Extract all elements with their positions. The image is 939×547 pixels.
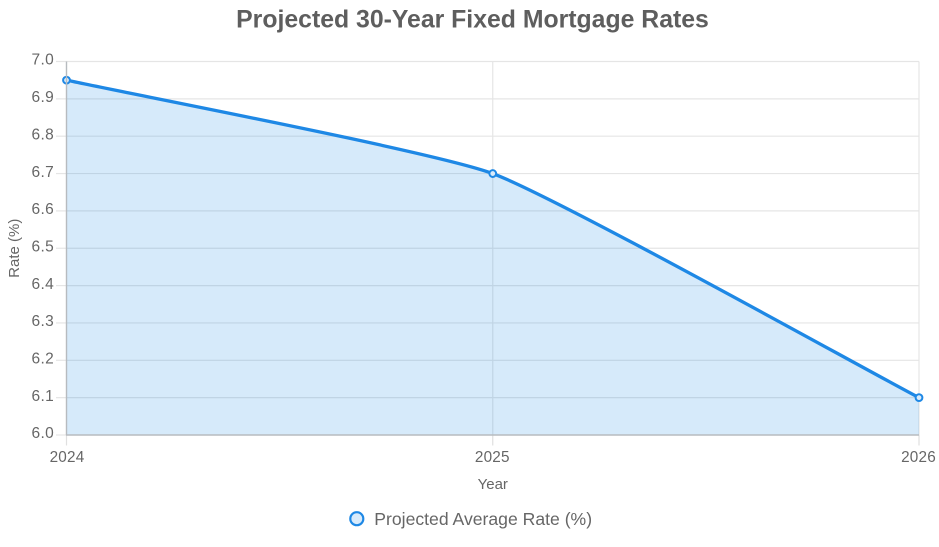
svg-text:2025: 2025: [475, 449, 510, 466]
svg-text:6.1: 6.1: [32, 388, 54, 405]
svg-text:Projected Average Rate (%): Projected Average Rate (%): [374, 509, 592, 529]
svg-text:6.5: 6.5: [32, 238, 54, 255]
svg-text:6.9: 6.9: [32, 89, 54, 106]
svg-text:2024: 2024: [50, 449, 85, 466]
svg-text:6.6: 6.6: [32, 201, 54, 218]
svg-text:Projected 30-Year Fixed Mortga: Projected 30-Year Fixed Mortgage Rates: [236, 7, 709, 34]
svg-text:6.2: 6.2: [32, 351, 54, 368]
svg-text:6.0: 6.0: [32, 425, 55, 442]
svg-text:2026: 2026: [901, 449, 936, 466]
svg-text:Year: Year: [478, 476, 508, 493]
svg-text:6.7: 6.7: [32, 164, 54, 181]
svg-text:6.3: 6.3: [32, 313, 54, 330]
svg-text:Rate (%): Rate (%): [6, 219, 23, 278]
svg-text:6.8: 6.8: [32, 126, 54, 143]
svg-text:7.0: 7.0: [32, 52, 55, 69]
svg-text:6.4: 6.4: [32, 276, 55, 293]
